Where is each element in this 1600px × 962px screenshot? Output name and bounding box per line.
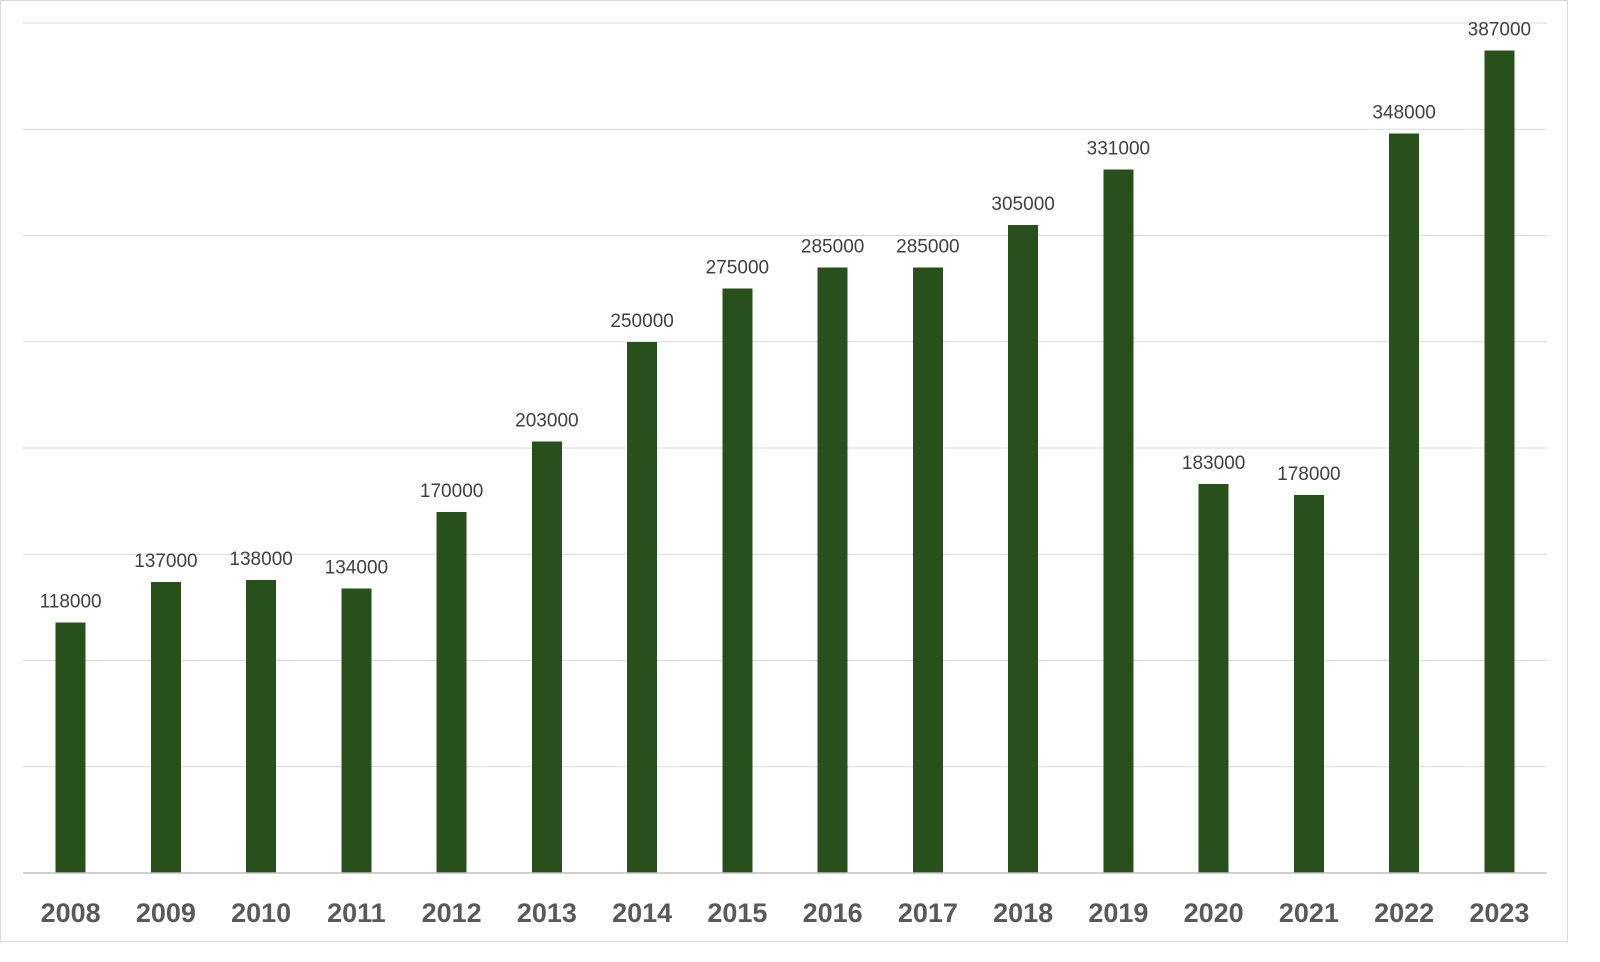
data-label-2009: 137000 (134, 551, 197, 572)
data-label-2012: 170000 (420, 481, 483, 502)
data-label-2021: 178000 (1277, 464, 1340, 485)
data-label-2019: 331000 (1087, 139, 1150, 160)
x-tick-2015: 2015 (707, 898, 767, 928)
data-label-2011: 134000 (325, 557, 388, 578)
data-label-2016: 285000 (801, 236, 864, 257)
bar-2009 (150, 581, 181, 873)
bar-2016 (817, 267, 848, 873)
bar-2014 (627, 341, 658, 873)
data-label-2014: 250000 (610, 311, 673, 332)
x-tick-2019: 2019 (1088, 898, 1148, 928)
x-tick-2023: 2023 (1469, 898, 1529, 928)
gridlines (23, 22, 1547, 768)
bar-2008 (55, 622, 86, 873)
x-tick-2018: 2018 (993, 898, 1053, 928)
data-label-2018: 305000 (991, 194, 1054, 215)
x-tick-2013: 2013 (517, 898, 577, 928)
x-tick-2009: 2009 (136, 898, 196, 928)
x-tick-2014: 2014 (612, 898, 672, 928)
data-label-2023: 387000 (1468, 20, 1531, 41)
bar-chart: 118000 137000 138000 134000 170000 203000 2500… (23, 20, 1547, 928)
bar-2015 (722, 288, 753, 873)
bar-2013 (531, 441, 562, 873)
bar-2019 (1103, 169, 1134, 873)
data-label-2022: 348000 (1372, 103, 1435, 124)
x-tick-labels: 2008 2009 2010 2011 2012 2013 2014 2015 2016 2017… (41, 898, 1530, 928)
bar-2020 (1198, 484, 1229, 873)
bars (55, 50, 1515, 873)
bar-2018 (1008, 224, 1039, 873)
data-label-2013: 203000 (515, 411, 578, 432)
x-tick-2010: 2010 (231, 898, 291, 928)
data-label-2015: 275000 (706, 258, 769, 279)
data-label-2017: 285000 (896, 236, 959, 257)
bar-2012 (436, 511, 467, 873)
x-tick-2008: 2008 (41, 898, 101, 928)
bar-2011 (341, 588, 372, 873)
chart-frame: 118000 137000 138000 134000 170000 203000 2500… (0, 0, 1568, 942)
bar-2010 (246, 579, 277, 873)
data-label-2020: 183000 (1182, 453, 1245, 474)
x-tick-2012: 2012 (422, 898, 482, 928)
bar-2021 (1293, 494, 1324, 873)
data-label-2010: 138000 (229, 549, 292, 570)
bar-2023 (1484, 50, 1515, 873)
x-tick-2017: 2017 (898, 898, 958, 928)
bar-2022 (1389, 133, 1420, 873)
x-tick-2021: 2021 (1279, 898, 1339, 928)
data-label-2008: 118000 (40, 591, 102, 612)
data-labels: 118000 137000 138000 134000 170000 203000 2500… (40, 20, 1531, 613)
x-tick-2016: 2016 (803, 898, 863, 928)
x-tick-2022: 2022 (1374, 898, 1434, 928)
bar-2017 (912, 267, 943, 873)
x-tick-2020: 2020 (1184, 898, 1244, 928)
x-tick-2011: 2011 (327, 898, 386, 928)
